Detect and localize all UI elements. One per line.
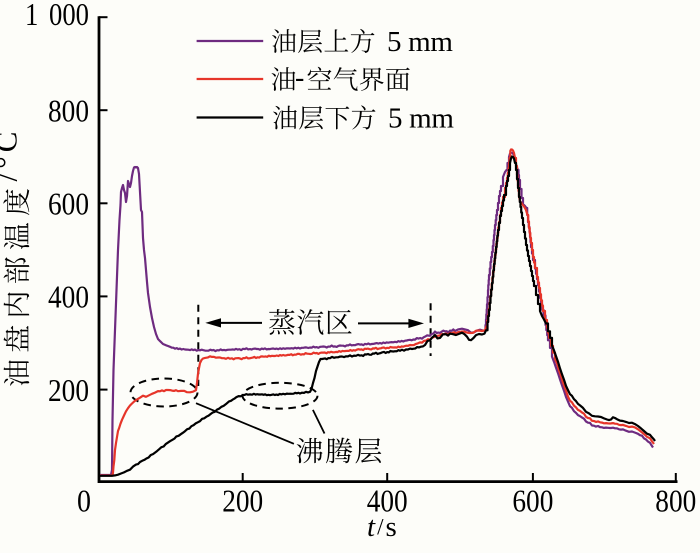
svg-text:-: - <box>295 63 304 94</box>
svg-text:/°C: /°C <box>0 132 24 182</box>
svg-text:5 mm: 5 mm <box>388 103 454 135</box>
svg-text:200: 200 <box>222 483 263 519</box>
svg-text:600: 600 <box>48 186 89 222</box>
svg-text:0: 0 <box>77 483 91 519</box>
svg-text:t/s: t/s <box>367 511 399 543</box>
svg-text:200: 200 <box>48 372 89 408</box>
svg-text:800: 800 <box>48 92 89 128</box>
svg-text:400: 400 <box>367 483 408 519</box>
svg-text:600: 600 <box>512 483 553 519</box>
svg-text:400: 400 <box>48 279 89 315</box>
svg-text:5 mm: 5 mm <box>387 26 453 58</box>
svg-text:1 000: 1 000 <box>25 0 89 32</box>
svg-text:800: 800 <box>655 483 696 519</box>
